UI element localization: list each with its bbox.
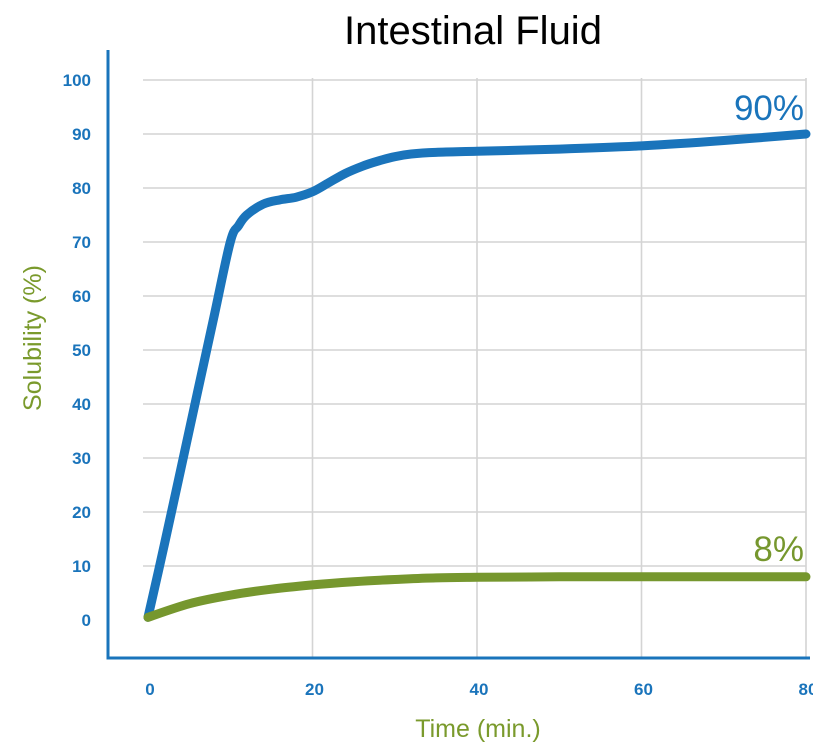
series-line-1 — [143, 129, 811, 622]
series-line-2 — [143, 572, 811, 622]
y-tick-label: 50 — [72, 341, 91, 360]
grid-lines — [143, 78, 807, 658]
axes — [106, 50, 810, 660]
series-end-label-1: 90% — [734, 89, 804, 128]
tick-labels: 0 10 20 30 40 50 60 70 80 90 100 0 20 40 60 80 — [63, 71, 813, 699]
y-tick-label: 70 — [72, 233, 91, 252]
end-labels: 90% 8% — [734, 89, 804, 569]
y-tick-label: 0 — [82, 611, 91, 630]
y-tick-label: 90 — [72, 125, 91, 144]
series-lines — [143, 129, 811, 622]
y-tick-label: 30 — [72, 449, 91, 468]
x-axis-label: Time (min.) — [415, 715, 540, 743]
x-tick-label: 60 — [634, 680, 653, 699]
series-end-label-2: 8% — [753, 530, 804, 569]
x-tick-label: 40 — [470, 680, 489, 699]
y-tick-label: 100 — [63, 71, 91, 90]
y-tick-label: 40 — [72, 395, 91, 414]
y-tick-label: 10 — [72, 557, 91, 576]
x-tick-label: 80 — [799, 680, 813, 699]
chart-title: Intestinal Fluid — [344, 9, 602, 53]
y-tick-label: 80 — [72, 179, 91, 198]
y-tick-label: 20 — [72, 503, 91, 522]
y-axis-label: Solubility (%) — [19, 265, 47, 411]
x-tick-label: 20 — [305, 680, 324, 699]
x-tick-label: 0 — [145, 680, 154, 699]
y-tick-label: 60 — [72, 287, 91, 306]
